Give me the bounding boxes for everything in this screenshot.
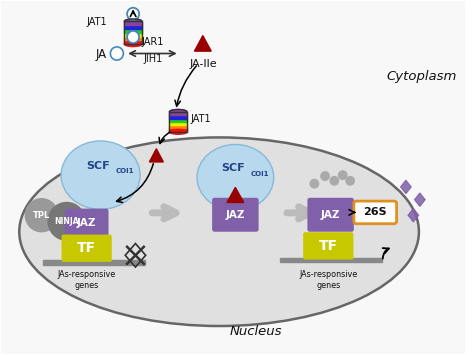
Circle shape <box>321 172 329 180</box>
Circle shape <box>25 199 58 232</box>
Text: TF: TF <box>319 239 338 253</box>
Text: Nucleus: Nucleus <box>230 324 283 338</box>
Text: COI1: COI1 <box>116 168 134 174</box>
Text: Cytoplasm: Cytoplasm <box>386 70 457 83</box>
Ellipse shape <box>197 144 273 211</box>
Bar <box>124 40 142 44</box>
Bar <box>169 122 187 125</box>
Ellipse shape <box>124 19 142 24</box>
FancyBboxPatch shape <box>354 201 397 224</box>
Circle shape <box>310 179 319 188</box>
Circle shape <box>48 202 85 240</box>
Bar <box>124 33 142 37</box>
Bar <box>124 37 142 40</box>
Bar <box>169 119 187 122</box>
Polygon shape <box>227 187 244 202</box>
Bar <box>169 115 187 119</box>
Bar <box>169 112 187 115</box>
Bar <box>124 25 142 29</box>
Text: JAT1: JAT1 <box>191 114 211 124</box>
Text: JIH1: JIH1 <box>143 54 162 64</box>
Ellipse shape <box>169 109 187 114</box>
Text: COI1: COI1 <box>250 171 269 177</box>
Bar <box>169 112 187 132</box>
Ellipse shape <box>61 141 140 209</box>
Polygon shape <box>408 209 419 222</box>
Polygon shape <box>401 180 411 193</box>
Ellipse shape <box>169 129 187 134</box>
Text: JAZ: JAZ <box>77 218 96 228</box>
Text: JAT1: JAT1 <box>87 17 108 27</box>
Text: JAZ: JAZ <box>321 210 340 220</box>
Bar <box>124 21 142 25</box>
Circle shape <box>338 171 347 179</box>
Text: NINJA: NINJA <box>55 217 79 226</box>
Bar <box>124 21 142 44</box>
Text: JA: JA <box>96 48 107 61</box>
FancyBboxPatch shape <box>307 198 354 232</box>
FancyBboxPatch shape <box>212 198 259 232</box>
Text: JAs-responsive
genes: JAs-responsive genes <box>57 270 116 290</box>
Text: SCF: SCF <box>86 161 110 171</box>
Text: TF: TF <box>77 241 96 255</box>
FancyBboxPatch shape <box>303 232 354 260</box>
Bar <box>43 260 145 265</box>
Polygon shape <box>194 36 211 51</box>
FancyBboxPatch shape <box>62 235 112 262</box>
Ellipse shape <box>124 42 142 47</box>
Circle shape <box>127 31 139 43</box>
Circle shape <box>346 176 355 185</box>
Bar <box>169 125 187 129</box>
Bar <box>124 29 142 33</box>
Text: SCF: SCF <box>221 163 245 173</box>
Text: 26S: 26S <box>364 207 387 217</box>
Polygon shape <box>149 149 164 162</box>
Text: JAR1: JAR1 <box>141 37 164 47</box>
Circle shape <box>330 176 338 185</box>
Text: JAs-responsive
genes: JAs-responsive genes <box>299 270 357 290</box>
Circle shape <box>127 8 139 20</box>
Circle shape <box>110 47 123 60</box>
Text: JAZ: JAZ <box>226 210 245 220</box>
Text: TPL: TPL <box>33 211 50 220</box>
FancyBboxPatch shape <box>65 209 109 238</box>
Bar <box>169 129 187 132</box>
Text: JA-Ile: JA-Ile <box>190 59 218 69</box>
Polygon shape <box>415 193 425 206</box>
Bar <box>280 258 382 262</box>
Ellipse shape <box>19 137 419 326</box>
